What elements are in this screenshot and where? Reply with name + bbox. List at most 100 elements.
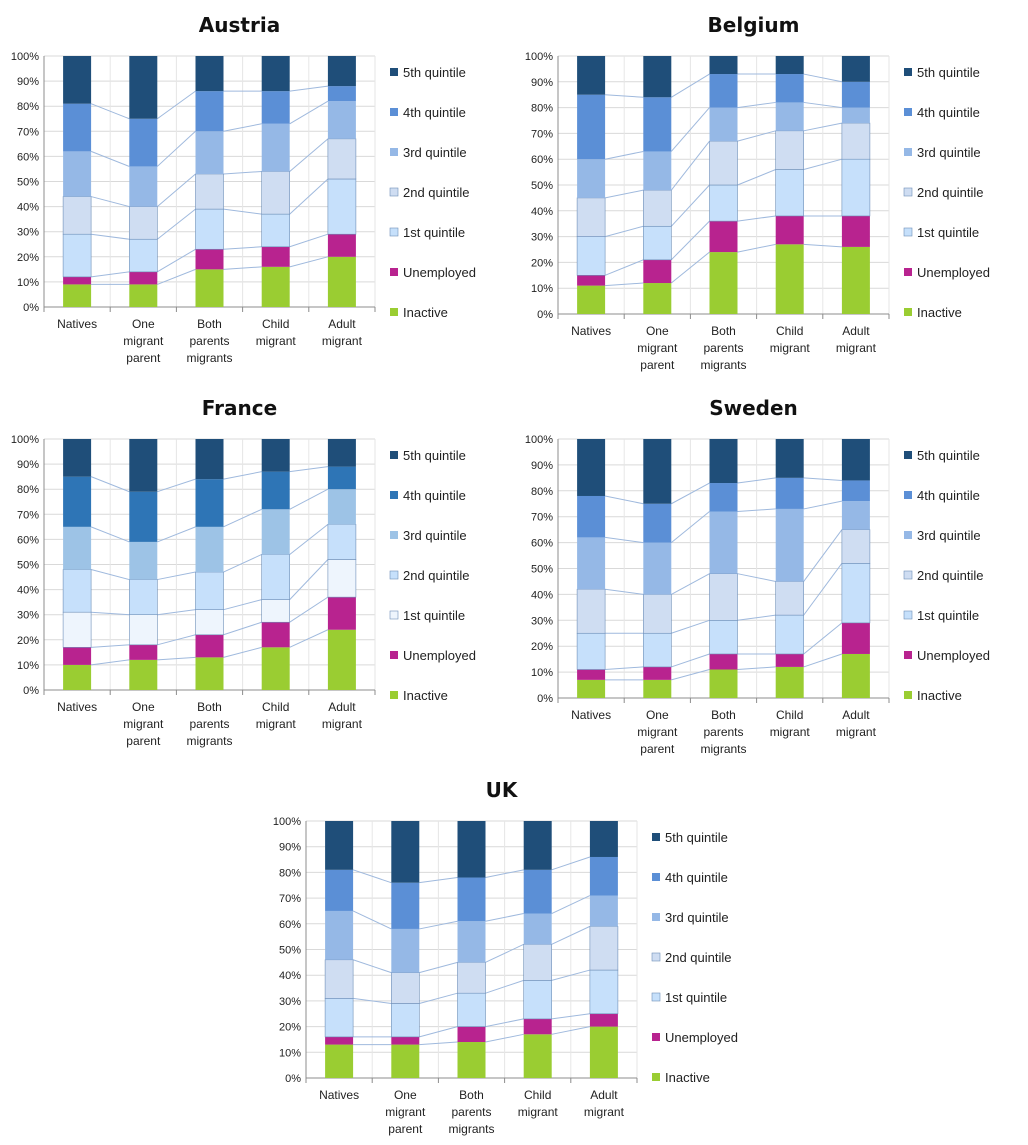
legend-label: 1st quintile — [665, 990, 727, 1005]
bar-segment-2nd-quintile — [391, 972, 420, 1004]
series-line-3rd-quintile — [670, 511, 710, 543]
x-category-label: One — [646, 324, 669, 338]
bar-segment-3rd-quintile — [195, 131, 224, 174]
legend-label: 4th quintile — [665, 870, 728, 885]
legend-swatch — [651, 992, 661, 1002]
legend-label: Inactive — [917, 688, 962, 703]
legend-swatch — [390, 68, 398, 76]
x-category-label: parent — [640, 358, 675, 372]
bar-segment-2nd-quintile — [643, 189, 672, 227]
x-category-label: Natives — [57, 317, 97, 331]
y-tick-label: 60% — [531, 154, 553, 166]
series-line-1st-quintile — [803, 563, 843, 616]
y-tick-label: 100% — [273, 816, 301, 828]
x-category-label: migrant — [518, 1105, 559, 1119]
bar-segment-1st-quintile — [195, 208, 224, 250]
series-line-2nd-quintile — [90, 196, 130, 208]
series-line-inactive — [737, 243, 776, 253]
bar-segment-3rd-quintile — [261, 509, 290, 555]
bar-segment-3rd-quintile — [577, 537, 606, 590]
bar-segment-5th-quintile — [577, 439, 606, 496]
series-line-unemployed — [670, 220, 710, 261]
legend-swatch — [389, 610, 399, 620]
x-category-label: migrant — [322, 717, 363, 731]
x-category-label: Natives — [57, 700, 97, 714]
legend-label: 2nd quintile — [917, 568, 984, 583]
bar-segment-1st-quintile — [576, 236, 606, 276]
series-line-4th-quintile — [671, 482, 710, 505]
legend-label: 3rd quintile — [403, 145, 467, 160]
legend-label: 5th quintile — [917, 448, 980, 463]
series-line-inactive — [485, 1033, 524, 1043]
bar-segment-5th-quintile — [261, 56, 290, 92]
series-line-2nd-quintile — [605, 588, 644, 595]
legend-swatch — [904, 651, 912, 659]
legend-label: Inactive — [665, 1070, 710, 1085]
x-category-label: migrant — [637, 341, 678, 355]
series-line-1st-quintile — [485, 979, 524, 994]
series-line-inactive — [671, 669, 710, 681]
bar-segment-inactive — [391, 1044, 420, 1078]
bar-segment-2nd-quintile — [775, 581, 805, 616]
bar-segment-5th-quintile — [129, 439, 158, 492]
y-tick-label: 70% — [17, 126, 39, 138]
bar-segment-inactive — [63, 284, 92, 307]
series-line-3rd-quintile — [605, 150, 644, 160]
series-line-inactive — [157, 656, 196, 661]
bar-segment-1st-quintile — [775, 614, 805, 655]
y-tick-label: 40% — [531, 589, 553, 601]
chart-svg: Sweden 0% 10% 20% 30% 40% 50% 60% 70% 80% 90% 100% N… — [525, 396, 990, 756]
x-category-label: Both — [459, 1088, 484, 1102]
x-category-label: parents — [703, 725, 743, 739]
legend-label: Unemployed — [403, 648, 476, 663]
bar-segment-2nd-quintile — [195, 571, 224, 610]
x-category-label: migrant — [322, 334, 363, 348]
y-tick-label: 70% — [531, 512, 553, 524]
legend-label: 1st quintile — [403, 225, 465, 240]
series-line-4th-quintile — [485, 869, 524, 879]
bar-segment-inactive — [261, 266, 290, 307]
series-line-4th-quintile — [605, 94, 644, 98]
x-category-label: Both — [711, 324, 736, 338]
legend-label: 5th quintile — [665, 830, 728, 845]
y-tick-label: 70% — [279, 893, 301, 905]
series-line-3rd-quintile — [737, 508, 776, 513]
bar-segment-2nd-quintile — [589, 926, 619, 971]
bar-segment-3rd-quintile — [841, 501, 870, 530]
y-tick-label: 50% — [531, 564, 553, 576]
legend-label: Unemployed — [917, 648, 990, 663]
legend-swatch — [903, 610, 913, 620]
bar-segment-5th-quintile — [195, 56, 224, 92]
x-category-label: migrant — [637, 725, 678, 739]
y-tick-label: 60% — [531, 538, 553, 550]
y-tick-label: 0% — [285, 1073, 301, 1085]
series-line-unemployed — [605, 666, 644, 671]
series-line-inactive — [91, 659, 130, 666]
legend-label: 3rd quintile — [403, 528, 467, 543]
bar-segment-2nd-quintile — [576, 588, 606, 634]
y-tick-label: 100% — [11, 51, 39, 63]
series-line-1st-quintile — [223, 599, 262, 611]
y-tick-label: 80% — [531, 486, 553, 498]
bar-segment-1st-quintile — [523, 980, 553, 1020]
chart-title: Austria — [199, 13, 280, 37]
series-line-inactive — [605, 282, 644, 287]
bar-segment-unemployed — [129, 271, 158, 285]
bar-segment-3rd-quintile — [327, 489, 356, 525]
bar-segment-5th-quintile — [327, 439, 356, 467]
bar-segment-3rd-quintile — [261, 123, 290, 172]
series-line-unemployed — [803, 622, 843, 655]
bar-segment-4th-quintile — [643, 97, 672, 152]
y-tick-label: 50% — [17, 177, 39, 189]
bar-segment-5th-quintile — [643, 56, 672, 98]
x-category-label: Adult — [590, 1088, 618, 1102]
legend-swatch — [904, 451, 912, 459]
x-category-label: migrants — [186, 351, 232, 365]
legend-label: 4th quintile — [917, 488, 980, 503]
y-tick-label: 10% — [279, 1047, 301, 1059]
chart-austria: Austria 0% 10% 20% 30% 40% 50% 60% 70% 80% 90% 100%… — [0, 0, 512, 380]
bar-segment-inactive — [643, 679, 672, 698]
series-line-unemployed — [485, 1018, 524, 1028]
legend-swatch — [390, 268, 398, 276]
series-line-3rd-quintile — [485, 913, 524, 922]
